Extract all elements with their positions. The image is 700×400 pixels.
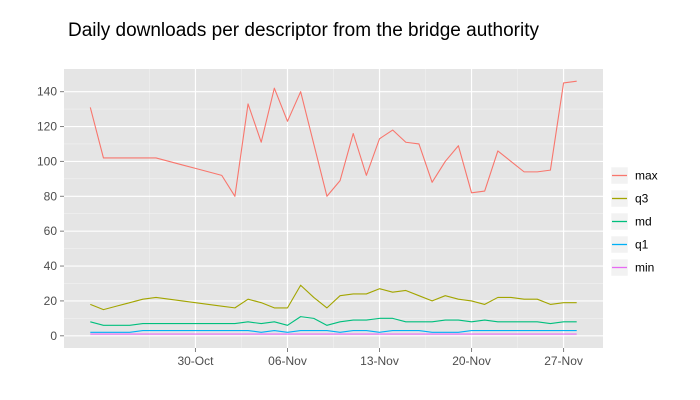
y-tick-label: 0: [50, 329, 57, 343]
x-tick-label: 06-Nov: [268, 354, 307, 368]
x-tick-label: 27-Nov: [544, 354, 583, 368]
y-tick-label: 80: [44, 189, 58, 203]
y-tick-label: 60: [44, 224, 58, 238]
y-tick-label: 120: [37, 120, 57, 134]
legend-label-md: md: [635, 215, 652, 229]
x-tick-label: 30-Oct: [177, 354, 214, 368]
y-tick-label: 20: [44, 294, 58, 308]
legend-label-max: max: [635, 169, 658, 183]
y-tick-label: 100: [37, 154, 57, 168]
series-line-md: [90, 316, 577, 326]
y-tick-label: 140: [37, 85, 57, 99]
legend-label-q1: q1: [635, 238, 649, 252]
chart-title: Daily downloads per descriptor from the …: [68, 20, 540, 41]
legend-label-min: min: [635, 261, 654, 275]
y-tick-label: 40: [44, 259, 58, 273]
series-line-max: [89, 80, 577, 197]
series-line-q3: [90, 284, 577, 311]
x-tick-label: 13-Nov: [360, 354, 399, 368]
series-line-q1: [90, 330, 577, 333]
x-tick-label: 20-Nov: [452, 354, 491, 368]
legend-label-q3: q3: [635, 192, 649, 206]
